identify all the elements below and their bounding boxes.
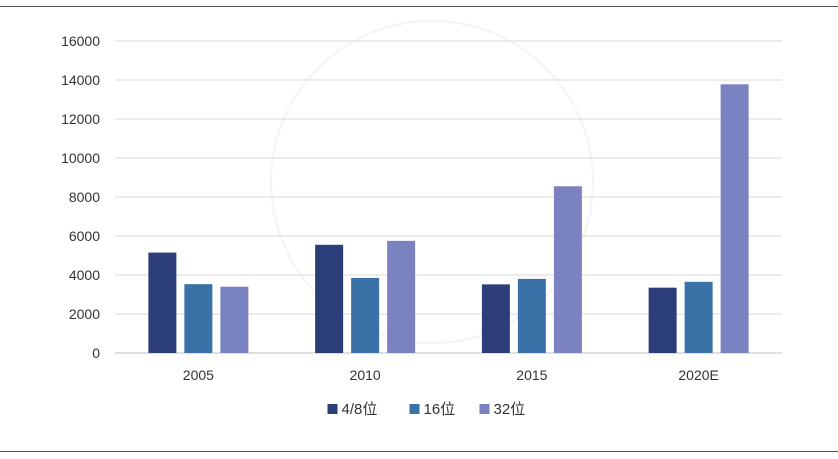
y-tick-label: 12000 [61,111,100,127]
legend-label: 4/8位 [342,401,378,418]
legend-swatch [409,404,420,414]
bar [148,252,177,353]
bar [481,284,510,353]
bottom-rule [0,451,838,452]
bar [720,84,749,353]
legend-swatch [479,404,490,414]
legend: 4/8位 16位 32位 [327,401,526,418]
legend-swatch [327,404,338,414]
bar [553,186,582,353]
x-category-label: 2010 [350,367,381,383]
watermark-seal [270,20,594,344]
top-rule [0,6,838,7]
bars [148,84,749,353]
y-tick-label: 6000 [69,228,100,244]
bar [351,277,380,353]
gridlines [115,40,782,354]
bar [315,244,344,353]
y-tick-label: 10000 [61,150,100,166]
x-category-label: 2020E [678,367,718,383]
bar [517,278,546,353]
legend-label: 16位 [424,401,456,418]
y-tick-label: 8000 [69,189,100,205]
bar [684,281,713,353]
bar [648,287,677,353]
bar [220,286,249,353]
bar [184,284,213,353]
y-tick-label: 2000 [69,306,100,322]
bar [387,240,416,353]
y-axis-ticks: 0 2000 4000 6000 8000 10000 12000 14000 16000 [61,33,100,361]
x-axis-labels: 2005 2010 2015 2020E [183,367,719,383]
x-category-label: 2005 [183,367,214,383]
y-tick-label: 14000 [61,72,100,88]
y-tick-label: 0 [92,345,100,361]
y-tick-label: 16000 [61,33,100,49]
y-tick-label: 4000 [69,267,100,283]
legend-label: 32位 [494,401,526,418]
x-category-label: 2015 [516,367,547,383]
